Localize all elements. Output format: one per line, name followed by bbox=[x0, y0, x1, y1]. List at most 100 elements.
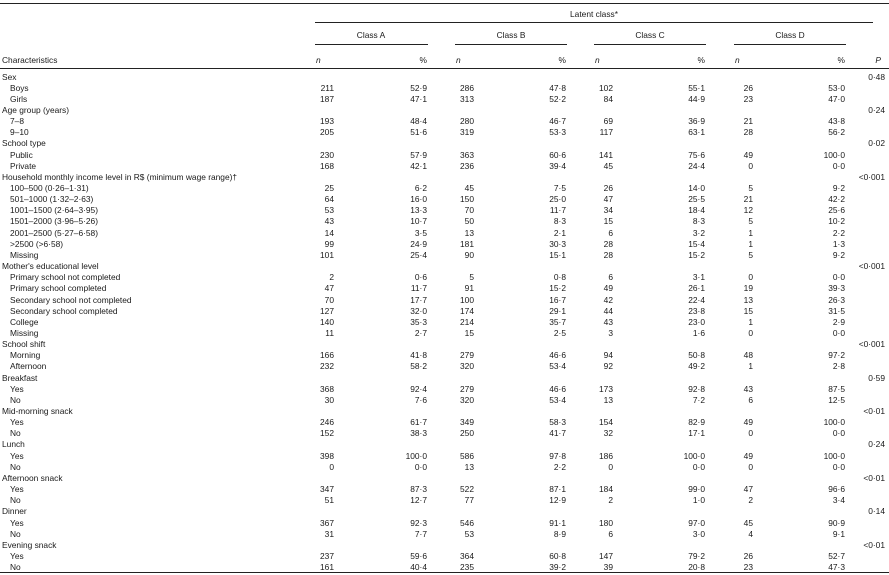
pct-value-b: 52·2 bbox=[549, 93, 566, 104]
pct-value-c: 14·0 bbox=[688, 183, 705, 193]
n-value-b: 349 bbox=[460, 417, 474, 428]
n-value-c: 2 bbox=[608, 495, 613, 506]
n-value-a: 168 bbox=[320, 160, 334, 171]
pct-value-d: 9·2 bbox=[832, 183, 845, 193]
header-bottom-rule bbox=[0, 68, 889, 69]
pct-value-c: 100·0 bbox=[683, 450, 705, 461]
n-value-d: 1 bbox=[748, 316, 753, 327]
n-value-a: 211 bbox=[320, 82, 334, 93]
pct-value-b: 87·1 bbox=[549, 484, 566, 495]
n-value-b: 77 bbox=[464, 495, 474, 506]
pct-value-c: 26·1 bbox=[688, 283, 705, 294]
row-label: Missing bbox=[10, 327, 39, 338]
pct-value-d: 31·5 bbox=[828, 305, 845, 316]
n-value-d: 49 bbox=[743, 149, 753, 160]
n-value-a: 246 bbox=[320, 417, 334, 428]
n-value-b: 15 bbox=[464, 327, 474, 338]
row-label: Yes bbox=[10, 450, 24, 461]
p-value: 0·24 bbox=[868, 439, 885, 450]
pct-value-a: 13·3 bbox=[410, 205, 427, 216]
group-label: School shift bbox=[2, 339, 46, 350]
row-label: Public bbox=[10, 149, 33, 160]
pct-value-b: 16·7 bbox=[549, 294, 566, 305]
n-value-d: 0 bbox=[748, 327, 753, 338]
row-label: No bbox=[10, 495, 21, 506]
row-label: Yes bbox=[10, 550, 24, 561]
n-value-d: 1 bbox=[748, 238, 753, 249]
pct-header-b: % bbox=[558, 55, 566, 65]
row-label: No bbox=[10, 461, 21, 472]
n-value-c: 0 bbox=[608, 461, 613, 472]
pct-value-d: 2·8 bbox=[832, 361, 845, 372]
n-value-b: 236 bbox=[460, 160, 474, 171]
n-value-a: 11 bbox=[325, 327, 334, 338]
n-value-b: 546 bbox=[460, 517, 474, 528]
group-label: Household monthly income level in R$ (mi… bbox=[2, 171, 238, 182]
row-label: Primary school not completed bbox=[10, 272, 121, 283]
n-value-c: 141 bbox=[599, 149, 613, 160]
latent-class-header: Latent class* bbox=[570, 9, 618, 19]
p-value: <0·001 bbox=[858, 261, 885, 272]
pct-value-c: 1·6 bbox=[692, 327, 705, 338]
pct-value-a: 24·9 bbox=[410, 238, 427, 249]
n-value-d: 1 bbox=[748, 361, 753, 372]
n-value-b: 250 bbox=[460, 428, 474, 439]
n-value-d: 28 bbox=[743, 127, 753, 138]
row-label: 1001–1500 (2·64–3·95) bbox=[10, 205, 99, 216]
pct-value-d: 0·0 bbox=[832, 428, 845, 439]
pct-value-a: 35·3 bbox=[410, 316, 427, 327]
group-label: Evening snack bbox=[2, 539, 57, 550]
n-header-a: n bbox=[316, 55, 321, 65]
n-value-d: 26 bbox=[743, 550, 753, 561]
pct-value-a: 16·0 bbox=[410, 194, 427, 205]
n-value-b: 319 bbox=[460, 127, 474, 138]
pct-value-d: 0·0 bbox=[832, 160, 845, 171]
pct-value-b: 53·4 bbox=[549, 361, 566, 372]
pct-value-b: 47·8 bbox=[549, 82, 566, 93]
n-value-d: 4 bbox=[748, 528, 753, 539]
n-value-c: 186 bbox=[599, 450, 613, 461]
n-header-c: n bbox=[595, 55, 600, 65]
pct-value-c: 8·3 bbox=[692, 216, 705, 227]
group-label: Dinner bbox=[2, 506, 27, 517]
pct-value-b: 53·3 bbox=[549, 127, 566, 138]
pct-value-c: 25·5 bbox=[688, 194, 705, 205]
n-value-c: 154 bbox=[599, 417, 613, 428]
class-b-rule bbox=[455, 44, 567, 45]
pct-value-b: 29·1 bbox=[549, 305, 566, 316]
p-value: 0·14 bbox=[868, 506, 885, 517]
n-value-b: 279 bbox=[460, 350, 474, 361]
pct-value-c: 55·1 bbox=[688, 82, 705, 93]
pct-value-d: 26·3 bbox=[828, 294, 845, 305]
n-value-d: 5 bbox=[748, 216, 753, 227]
group-label: Afternoon snack bbox=[2, 472, 63, 483]
n-value-d: 43 bbox=[743, 383, 753, 394]
row-label: Yes bbox=[10, 484, 24, 495]
pct-value-c: 20·8 bbox=[688, 562, 705, 573]
group-label: Sex bbox=[2, 71, 17, 82]
n-header-b: n bbox=[456, 55, 461, 65]
n-value-a: 230 bbox=[320, 149, 334, 160]
n-value-a: 140 bbox=[320, 316, 334, 327]
group-label: Breakfast bbox=[2, 372, 38, 383]
pct-value-c: 97·0 bbox=[688, 517, 705, 528]
row-label: Girls bbox=[10, 93, 28, 104]
class-a-rule bbox=[315, 44, 428, 45]
pct-value-d: 96·6 bbox=[828, 484, 845, 495]
n-value-a: 99 bbox=[324, 238, 334, 249]
pct-value-a: 10·7 bbox=[410, 216, 427, 227]
pct-value-a: 59·6 bbox=[410, 550, 427, 561]
n-value-b: 174 bbox=[460, 305, 474, 316]
n-value-d: 1 bbox=[748, 227, 753, 238]
n-value-d: 12 bbox=[743, 205, 753, 216]
n-value-c: 117 bbox=[599, 127, 613, 138]
n-value-c: 15 bbox=[603, 216, 613, 227]
pct-value-b: 15·1 bbox=[549, 249, 566, 260]
pct-value-c: 50·8 bbox=[688, 350, 705, 361]
pct-value-b: 60·8 bbox=[549, 550, 566, 561]
n-value-d: 15 bbox=[743, 305, 753, 316]
pct-value-d: 87·5 bbox=[828, 383, 845, 394]
n-value-a: 30 bbox=[324, 394, 334, 405]
pct-value-d: 3·4 bbox=[832, 495, 845, 506]
pct-value-b: 46·7 bbox=[549, 116, 566, 127]
